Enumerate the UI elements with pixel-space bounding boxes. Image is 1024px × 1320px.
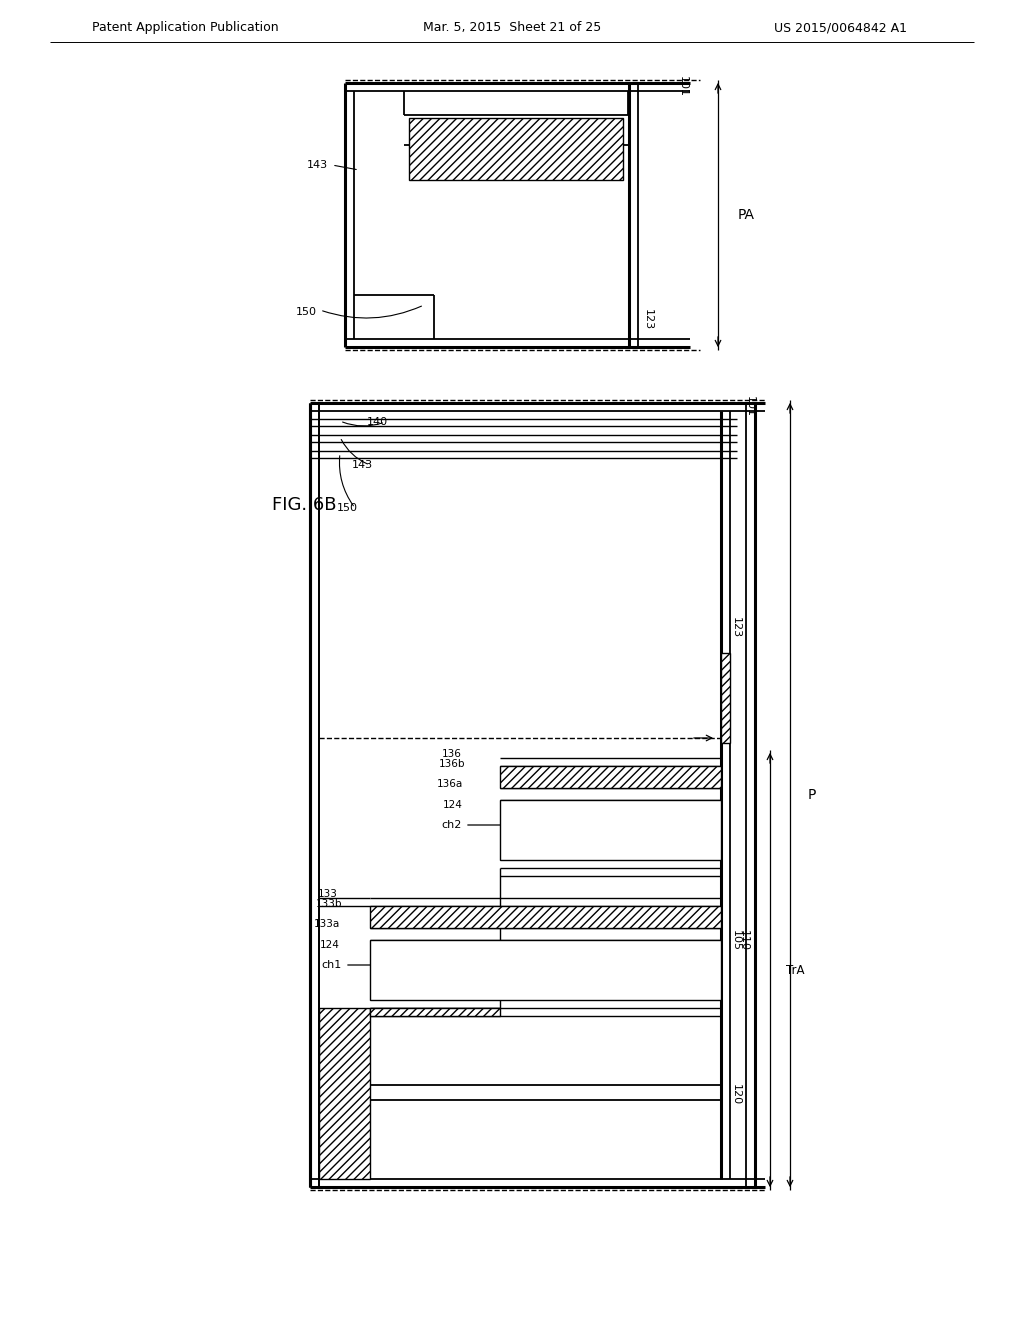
Text: 124: 124 xyxy=(321,940,340,950)
Text: 124: 124 xyxy=(443,800,463,810)
Bar xyxy=(721,653,730,743)
Text: 136a: 136a xyxy=(437,779,463,789)
Text: 110: 110 xyxy=(739,929,749,950)
Bar xyxy=(500,766,721,788)
Bar xyxy=(500,800,721,861)
Text: 105: 105 xyxy=(731,929,741,950)
Text: 133: 133 xyxy=(318,888,338,899)
Text: 123: 123 xyxy=(643,309,653,330)
Bar xyxy=(409,117,623,180)
Text: 101: 101 xyxy=(678,77,688,98)
Text: 110: 110 xyxy=(609,139,618,160)
Text: 133a: 133a xyxy=(313,919,340,929)
Bar xyxy=(319,1008,370,1179)
Text: 150: 150 xyxy=(337,503,358,513)
Text: 120: 120 xyxy=(731,1085,741,1106)
Bar xyxy=(370,940,721,1001)
Text: PA: PA xyxy=(738,209,755,222)
Text: US 2015/0064842 A1: US 2015/0064842 A1 xyxy=(773,21,906,34)
Text: Patent Application Publication: Patent Application Publication xyxy=(92,21,279,34)
Text: FIG. 6B: FIG. 6B xyxy=(272,496,337,513)
Text: 101: 101 xyxy=(745,396,755,417)
Text: 140: 140 xyxy=(367,417,388,426)
Text: Mar. 5, 2015  Sheet 21 of 25: Mar. 5, 2015 Sheet 21 of 25 xyxy=(423,21,601,34)
Bar xyxy=(370,906,721,928)
Text: 107: 107 xyxy=(596,139,606,160)
Bar xyxy=(370,1008,500,1016)
Text: 133b: 133b xyxy=(315,899,342,909)
Text: TrA: TrA xyxy=(786,964,805,977)
Text: ch2: ch2 xyxy=(441,820,462,830)
Text: P: P xyxy=(808,788,816,803)
Text: 136: 136 xyxy=(442,748,462,759)
Text: 150: 150 xyxy=(296,308,317,317)
Text: 143: 143 xyxy=(307,160,328,170)
Text: ch1: ch1 xyxy=(322,960,342,970)
Text: 136b: 136b xyxy=(438,759,465,770)
Text: 123: 123 xyxy=(731,618,741,639)
Text: 143: 143 xyxy=(352,459,373,470)
